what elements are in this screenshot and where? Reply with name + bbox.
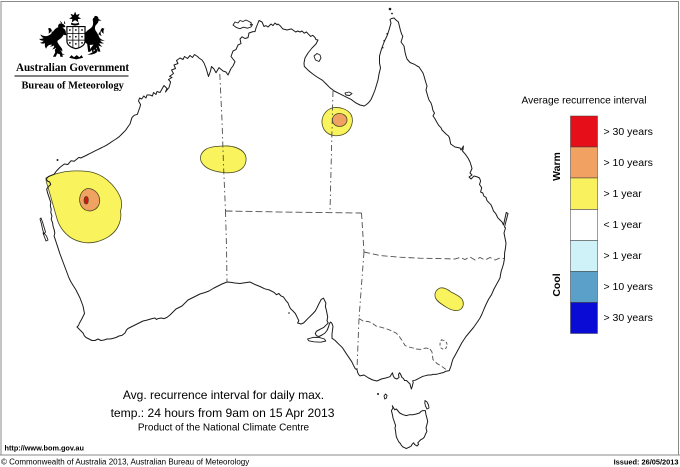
svg-text:> 30 years: > 30 years — [604, 126, 653, 138]
svg-text:Average recurrence interval: Average recurrence interval — [522, 96, 647, 107]
svg-text:Avg. recurrence interval for d: Avg. recurrence interval for daily max. — [123, 388, 324, 402]
svg-text:© Commonwealth of Australia 20: © Commonwealth of Australia 2013, Austra… — [1, 458, 249, 467]
svg-text:Bureau of Meteorology: Bureau of Meteorology — [22, 80, 125, 91]
svg-text:> 1 year: > 1 year — [604, 188, 643, 200]
svg-text:> 10 years: > 10 years — [604, 281, 653, 293]
svg-text:Warm: Warm — [551, 152, 563, 181]
svg-text:Australian Government: Australian Government — [16, 62, 129, 74]
svg-text:temp.: 24 hours from 9am on 15: temp.: 24 hours from 9am on 15 Apr 2013 — [111, 406, 335, 420]
svg-text:Issued: 26/05/2013: Issued: 26/05/2013 — [614, 458, 679, 467]
svg-text:> 30 years: > 30 years — [604, 312, 653, 324]
svg-text:http://www.bom.gov.au: http://www.bom.gov.au — [5, 444, 84, 453]
svg-text:Product of the National Climat: Product of the National Climate Centre — [138, 423, 310, 434]
svg-text:> 10 years: > 10 years — [604, 157, 653, 169]
svg-text:> 1 year: > 1 year — [604, 250, 643, 262]
svg-text:Cool: Cool — [551, 273, 563, 296]
svg-text:< 1 year: < 1 year — [604, 219, 643, 231]
